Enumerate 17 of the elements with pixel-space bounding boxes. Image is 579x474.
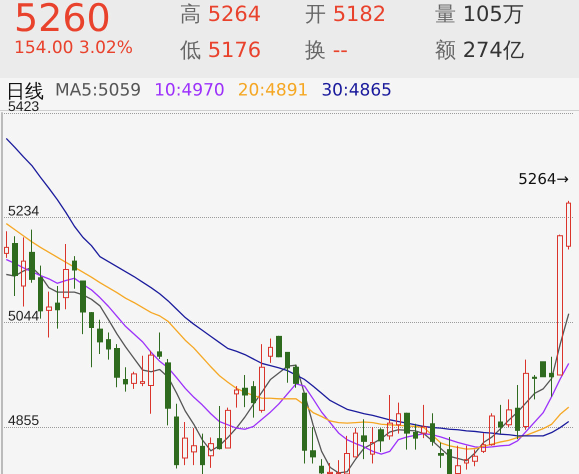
annotation: 5264→ <box>518 170 569 188</box>
text: 换 -- <box>305 38 348 62</box>
text: 10:4970 <box>154 80 225 100</box>
text: 低 5176 <box>180 38 262 62</box>
y-tick-label: 4855 <box>8 412 40 428</box>
text: 额 274亿 <box>435 38 524 62</box>
text: 30:4865 <box>321 80 392 100</box>
text: 5260 <box>14 0 111 40</box>
text: 高 5264 <box>180 2 262 26</box>
y-tick-label: 5234 <box>8 202 40 218</box>
legend-title: 日线 <box>6 80 44 102</box>
text: MA5:5059 <box>55 80 142 100</box>
text: 开 5182 <box>305 2 386 26</box>
text: 量 105万 <box>435 2 524 26</box>
text: 20:4891 <box>238 80 308 100</box>
text: 154.00 3.02% <box>14 38 133 58</box>
y-tick-label: 5044 <box>8 308 40 324</box>
